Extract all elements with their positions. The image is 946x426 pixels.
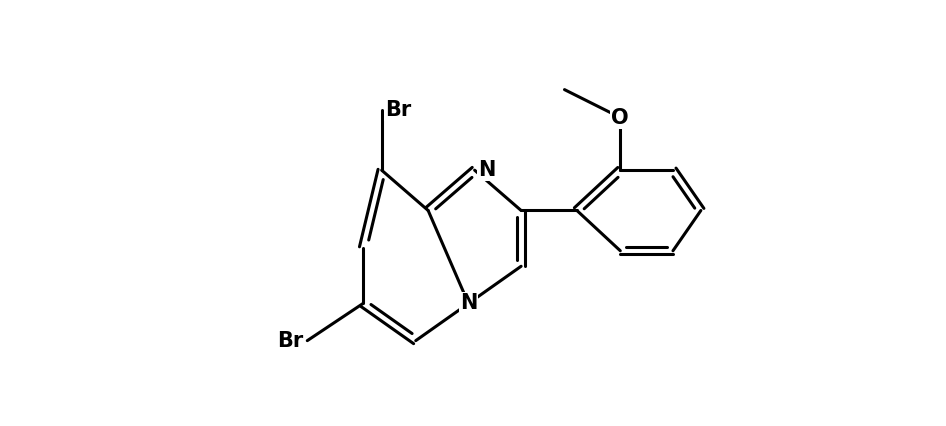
Text: Br: Br (277, 331, 304, 351)
Text: N: N (460, 294, 477, 314)
Text: O: O (611, 107, 629, 127)
Text: Br: Br (386, 100, 412, 120)
Text: N: N (478, 160, 495, 180)
